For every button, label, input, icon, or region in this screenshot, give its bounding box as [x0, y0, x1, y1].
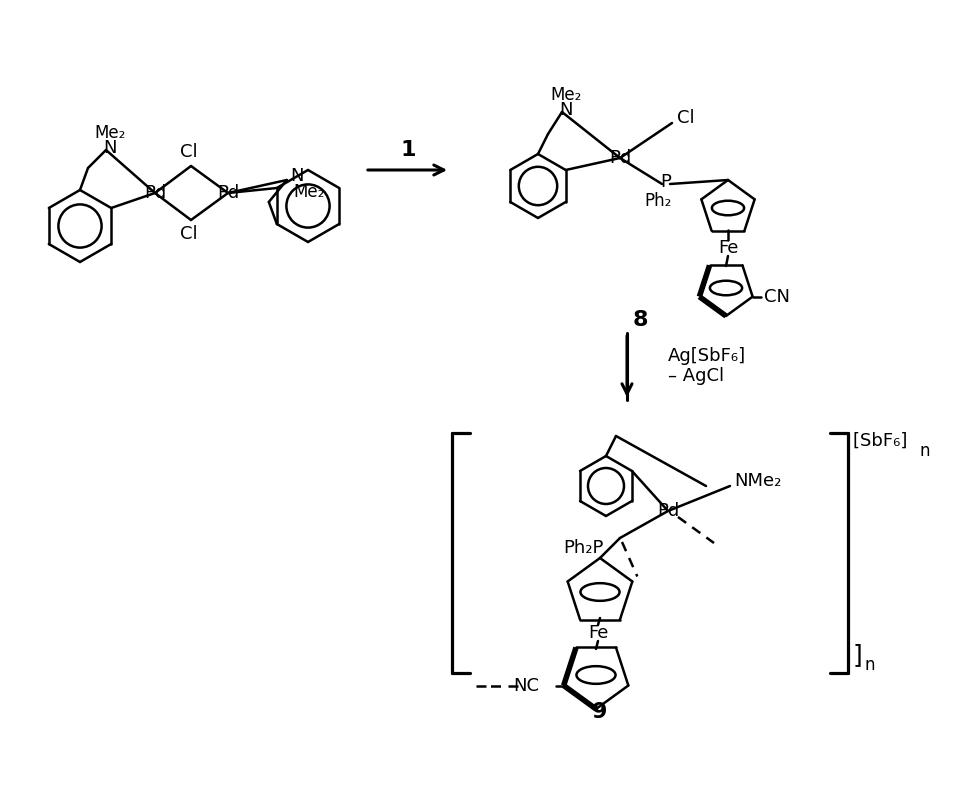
Text: Me₂: Me₂ [292, 183, 324, 201]
Text: 1: 1 [400, 140, 416, 160]
Text: Cl: Cl [180, 225, 198, 243]
Text: Pd: Pd [608, 149, 631, 167]
Text: Ph₂P: Ph₂P [563, 539, 603, 557]
Text: Pd: Pd [217, 184, 239, 202]
Text: Me₂: Me₂ [550, 86, 581, 104]
Text: Ag[SbF₆]: Ag[SbF₆] [667, 347, 745, 365]
Text: N: N [289, 167, 303, 185]
Text: [SbF₆]: [SbF₆] [852, 432, 911, 450]
Text: 9: 9 [592, 702, 607, 722]
Text: n: n [919, 442, 929, 460]
Text: N: N [103, 139, 116, 157]
Text: Pd: Pd [144, 184, 166, 202]
Text: Me₂: Me₂ [94, 124, 125, 142]
Text: Fe: Fe [587, 624, 607, 642]
Text: N: N [558, 101, 572, 119]
Text: Ph₂: Ph₂ [644, 192, 671, 210]
Text: Pd: Pd [656, 502, 679, 520]
Text: NC: NC [513, 677, 539, 694]
Text: CN: CN [763, 288, 789, 306]
Text: Cl: Cl [677, 109, 694, 127]
Text: P: P [660, 173, 671, 191]
Text: 8: 8 [632, 310, 647, 330]
Text: NMe₂: NMe₂ [734, 472, 780, 490]
Text: – AgCl: – AgCl [667, 367, 724, 385]
Text: ]: ] [852, 643, 862, 667]
Text: Cl: Cl [180, 143, 198, 161]
Text: Fe: Fe [717, 239, 737, 257]
Text: n: n [865, 656, 874, 674]
